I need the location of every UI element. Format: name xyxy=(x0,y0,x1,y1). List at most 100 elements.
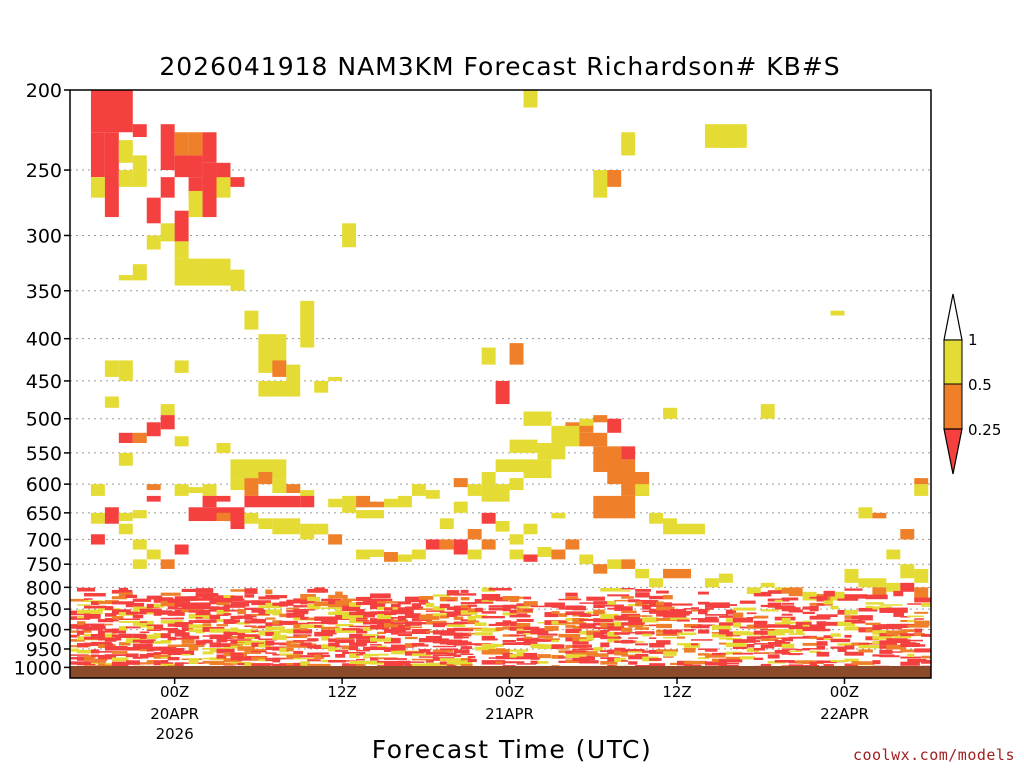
band-cell xyxy=(244,614,257,618)
band-cell xyxy=(586,596,606,601)
band-cell xyxy=(830,660,849,663)
cell xyxy=(383,552,398,562)
y-tick-label: 550 xyxy=(26,443,62,465)
band-cell xyxy=(788,636,810,639)
band-cell xyxy=(635,665,652,667)
band-cell xyxy=(802,611,815,614)
band-cell xyxy=(230,644,244,646)
cell xyxy=(537,442,566,460)
cell xyxy=(188,487,203,493)
cell xyxy=(202,162,217,218)
cell xyxy=(551,425,580,440)
cell xyxy=(383,498,398,508)
band-cell xyxy=(704,616,718,622)
band-cell xyxy=(830,633,841,637)
cell xyxy=(607,559,622,569)
y-tick-label: 450 xyxy=(26,371,62,393)
band-cell xyxy=(432,630,456,635)
band-cell xyxy=(342,663,365,668)
band-cell xyxy=(356,643,365,647)
band-cell xyxy=(774,640,786,643)
band-cell xyxy=(404,636,418,640)
band-cell xyxy=(921,602,931,607)
band-cell xyxy=(551,602,565,608)
band-cell xyxy=(321,629,337,635)
y-tick-label: 700 xyxy=(26,529,62,551)
band-cell xyxy=(418,638,436,643)
cell xyxy=(886,549,901,560)
cell xyxy=(286,484,301,493)
band-cell xyxy=(516,656,541,660)
band-cell xyxy=(523,626,540,631)
band-cell xyxy=(488,605,511,608)
cell xyxy=(132,510,147,519)
band-cell xyxy=(104,623,113,626)
band-cell xyxy=(104,606,114,611)
band-cell xyxy=(872,640,884,644)
band-cell xyxy=(823,600,833,605)
cell xyxy=(495,459,524,472)
band-cell xyxy=(488,607,504,611)
band-cell xyxy=(425,660,434,663)
band-cell xyxy=(781,613,793,616)
band-cell xyxy=(774,660,795,663)
band-cell xyxy=(586,655,596,661)
cell xyxy=(844,568,859,583)
band-cell xyxy=(460,597,470,601)
cell xyxy=(900,529,915,540)
band-cell xyxy=(293,605,309,608)
band-cell xyxy=(684,643,701,648)
band-cell xyxy=(474,646,496,651)
band-cell xyxy=(146,634,158,639)
band-cell xyxy=(467,627,489,630)
band-cell xyxy=(209,642,221,645)
band-cell xyxy=(139,649,150,652)
band-cell xyxy=(711,652,721,656)
cell xyxy=(551,549,566,560)
band-cell xyxy=(753,657,764,661)
cell xyxy=(244,478,259,496)
band-cell xyxy=(216,624,229,627)
band-cell xyxy=(642,600,659,605)
cell xyxy=(230,269,245,291)
cell xyxy=(90,90,133,133)
band-cell xyxy=(600,613,619,619)
band-cell xyxy=(153,662,174,666)
band-cell xyxy=(670,617,690,620)
band-cell xyxy=(467,658,477,663)
band-cell xyxy=(697,648,718,651)
band-cell xyxy=(635,601,648,607)
band-cell xyxy=(481,593,501,600)
band-cell xyxy=(146,629,161,632)
cell xyxy=(411,484,426,496)
band-cell xyxy=(537,639,560,642)
band-cell xyxy=(565,628,582,634)
band-cell xyxy=(781,643,795,648)
band-cell xyxy=(390,622,407,625)
band-cell xyxy=(300,628,308,631)
band-cell xyxy=(774,649,791,654)
band-cell xyxy=(160,639,172,644)
band-cell xyxy=(244,594,255,598)
band-cell xyxy=(307,638,319,642)
band-cell xyxy=(418,596,434,600)
band-cell xyxy=(872,635,893,640)
band-cell xyxy=(404,613,421,619)
band-cell xyxy=(97,651,117,653)
band-cell xyxy=(579,648,594,651)
band-cell xyxy=(146,646,155,652)
band-cell xyxy=(335,609,343,613)
band-cell xyxy=(111,657,129,662)
band-cell xyxy=(300,609,309,613)
cell xyxy=(523,459,552,479)
band-cell xyxy=(753,647,765,651)
band-cell xyxy=(663,610,674,613)
band-cell xyxy=(760,591,772,597)
cell xyxy=(635,568,650,579)
cell xyxy=(509,478,524,491)
band-cell xyxy=(502,607,511,612)
band-cell xyxy=(774,644,789,647)
band-cell xyxy=(628,599,640,603)
band-cell xyxy=(530,656,540,660)
cell xyxy=(132,155,147,187)
